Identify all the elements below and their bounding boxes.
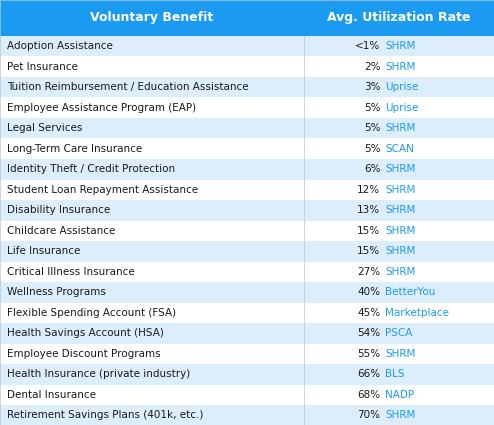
Text: 5%: 5% — [364, 123, 380, 133]
Text: Student Loan Repayment Assistance: Student Loan Repayment Assistance — [7, 185, 199, 195]
Text: 68%: 68% — [357, 390, 380, 400]
Bar — [0, 282, 494, 303]
Text: SHRM: SHRM — [385, 41, 415, 51]
Text: Flexible Spending Account (FSA): Flexible Spending Account (FSA) — [7, 308, 176, 318]
Text: SHRM: SHRM — [385, 185, 415, 195]
Bar — [0, 221, 494, 241]
Text: 27%: 27% — [357, 267, 380, 277]
Text: SHRM: SHRM — [385, 62, 415, 72]
Text: Health Savings Account (HSA): Health Savings Account (HSA) — [7, 329, 165, 338]
Text: 54%: 54% — [357, 329, 380, 338]
Bar — [0, 323, 494, 343]
Text: Health Insurance (private industry): Health Insurance (private industry) — [7, 369, 191, 380]
Bar — [0, 179, 494, 200]
Text: 6%: 6% — [364, 164, 380, 174]
Text: 5%: 5% — [364, 144, 380, 154]
Text: 45%: 45% — [357, 308, 380, 318]
Text: Retirement Savings Plans (401k, etc.): Retirement Savings Plans (401k, etc.) — [7, 411, 204, 420]
Text: SHRM: SHRM — [385, 411, 415, 420]
Text: Disability Insurance: Disability Insurance — [7, 205, 111, 215]
Text: 5%: 5% — [364, 103, 380, 113]
Bar — [0, 118, 494, 139]
Text: Dental Insurance: Dental Insurance — [7, 390, 96, 400]
Text: 3%: 3% — [364, 82, 380, 92]
Text: BLS: BLS — [385, 369, 405, 380]
Bar — [0, 57, 494, 77]
Text: SHRM: SHRM — [385, 205, 415, 215]
Text: SHRM: SHRM — [385, 164, 415, 174]
Bar — [0, 36, 494, 57]
Text: SHRM: SHRM — [385, 123, 415, 133]
Text: 40%: 40% — [357, 287, 380, 298]
Text: Childcare Assistance: Childcare Assistance — [7, 226, 116, 236]
Text: SCAN: SCAN — [385, 144, 414, 154]
Text: <1%: <1% — [355, 41, 380, 51]
Text: Uprise: Uprise — [385, 82, 419, 92]
Bar — [0, 303, 494, 323]
Bar — [0, 200, 494, 221]
Text: Legal Services: Legal Services — [7, 123, 83, 133]
Text: Wellness Programs: Wellness Programs — [7, 287, 106, 298]
Text: Employee Assistance Program (EAP): Employee Assistance Program (EAP) — [7, 103, 197, 113]
Text: SHRM: SHRM — [385, 226, 415, 236]
Bar — [0, 159, 494, 179]
Text: Long-Term Care Insurance: Long-Term Care Insurance — [7, 144, 143, 154]
Text: 70%: 70% — [357, 411, 380, 420]
Text: 15%: 15% — [357, 226, 380, 236]
Bar — [0, 405, 494, 425]
Text: Adoption Assistance: Adoption Assistance — [7, 41, 113, 51]
Text: Critical Illness Insurance: Critical Illness Insurance — [7, 267, 135, 277]
Text: 2%: 2% — [364, 62, 380, 72]
Text: SHRM: SHRM — [385, 349, 415, 359]
Text: SHRM: SHRM — [385, 246, 415, 256]
Text: Voluntary Benefit: Voluntary Benefit — [90, 11, 213, 25]
Bar — [0, 364, 494, 385]
Text: Employee Discount Programs: Employee Discount Programs — [7, 349, 161, 359]
Text: 66%: 66% — [357, 369, 380, 380]
Bar — [0, 343, 494, 364]
Bar — [0, 241, 494, 261]
Bar — [0, 261, 494, 282]
Text: NADP: NADP — [385, 390, 414, 400]
Text: Uprise: Uprise — [385, 103, 419, 113]
Bar — [0, 0, 494, 36]
Text: 12%: 12% — [357, 185, 380, 195]
Text: PSCA: PSCA — [385, 329, 412, 338]
Bar — [0, 385, 494, 405]
Text: Life Insurance: Life Insurance — [7, 246, 81, 256]
Text: Identity Theft / Credit Protection: Identity Theft / Credit Protection — [7, 164, 175, 174]
Text: Tuition Reimbursement / Education Assistance: Tuition Reimbursement / Education Assist… — [7, 82, 249, 92]
Text: 15%: 15% — [357, 246, 380, 256]
Text: Marketplace: Marketplace — [385, 308, 450, 318]
Text: Avg. Utilization Rate: Avg. Utilization Rate — [327, 11, 471, 25]
Bar — [0, 97, 494, 118]
Bar — [0, 77, 494, 97]
Text: 13%: 13% — [357, 205, 380, 215]
Text: 55%: 55% — [357, 349, 380, 359]
Text: SHRM: SHRM — [385, 267, 415, 277]
Text: Pet Insurance: Pet Insurance — [7, 62, 78, 72]
Bar — [0, 139, 494, 159]
Text: BetterYou: BetterYou — [385, 287, 436, 298]
